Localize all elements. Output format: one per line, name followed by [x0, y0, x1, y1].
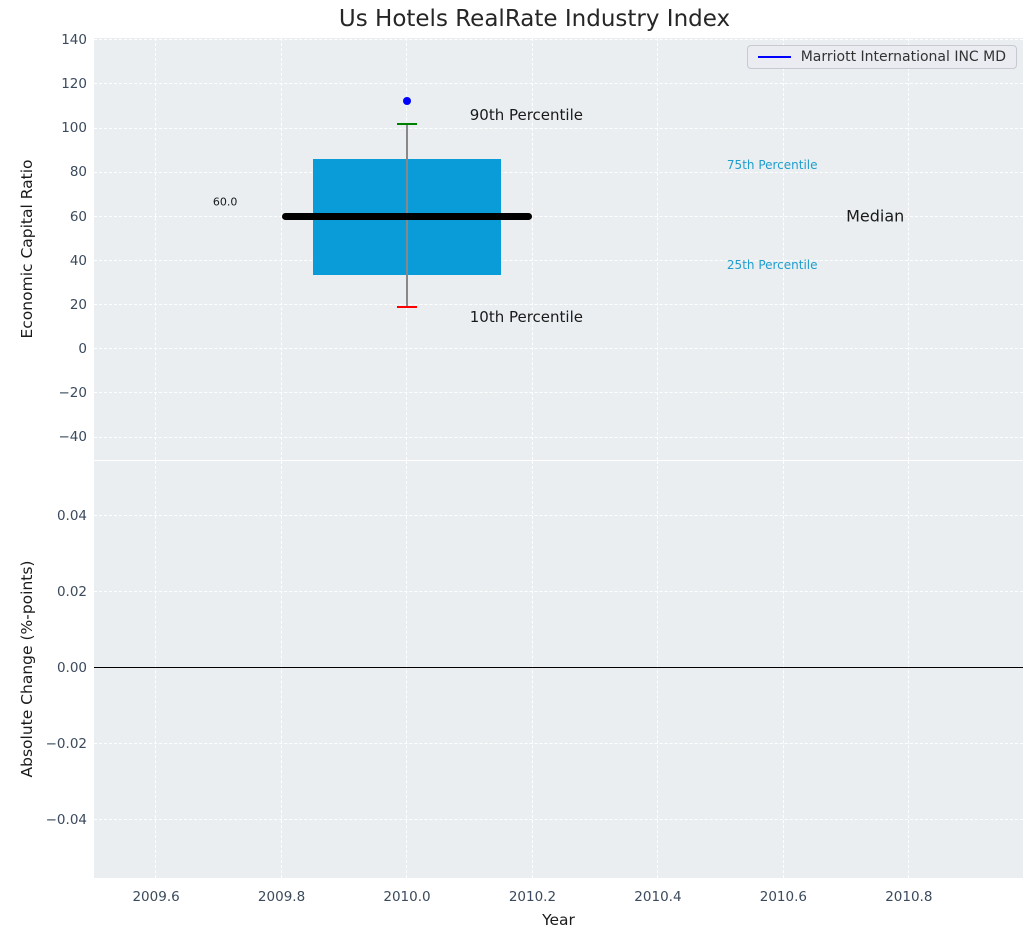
whisker-cap-90th	[396, 122, 418, 126]
y-gridline	[94, 348, 1023, 350]
x-tick-label: 2009.6	[132, 889, 180, 905]
x-gridline	[782, 461, 784, 878]
annotation-10th-percentile: 10th Percentile	[469, 307, 583, 326]
absolute-change-axes	[94, 461, 1023, 878]
annotation-75th-percentile: 75th Percentile	[726, 158, 818, 173]
y-tick-label: 20	[69, 296, 87, 313]
y-tick-label: −0.04	[45, 811, 87, 828]
y-gridline	[94, 171, 1023, 173]
x-gridline	[531, 38, 533, 460]
x-tick-label: 2010.4	[634, 889, 682, 905]
y-gridline	[94, 39, 1023, 41]
x-tick-label: 2010.2	[508, 889, 557, 905]
y-tick-label: 40	[69, 252, 87, 269]
x-gridline	[657, 38, 659, 460]
x-gridline	[155, 38, 157, 460]
annotation-60-0: 60.0	[212, 195, 238, 209]
y-gridline	[94, 215, 1023, 217]
y-gridline	[94, 259, 1023, 261]
whisker-cap-10th	[396, 305, 418, 309]
y-tick-label: 0	[78, 340, 87, 357]
x-tick-label: 2010.8	[885, 889, 933, 905]
y-gridline	[94, 127, 1023, 129]
y-gridline	[94, 819, 1023, 821]
x-gridline	[908, 461, 910, 878]
x-gridline	[531, 461, 533, 878]
x-gridline	[782, 38, 784, 460]
y-tick-label: 140	[61, 31, 87, 48]
median-line	[281, 213, 533, 221]
x-tick-label: 2010.6	[759, 889, 807, 905]
y-tick-label: −20	[58, 385, 88, 402]
y-tick-label: 80	[69, 164, 87, 181]
chart-title: Us Hotels RealRate Industry Index	[338, 6, 731, 32]
y-gridline	[94, 436, 1023, 438]
y-gridline	[94, 392, 1023, 394]
economic-capital-axes: Marriott International INC MD 90th Perce…	[94, 38, 1023, 460]
y-tick-label: −0.02	[45, 735, 87, 752]
x-gridline	[908, 38, 910, 460]
x-gridline	[657, 461, 659, 878]
y-tick-label: 100	[61, 120, 87, 137]
zero-line	[94, 667, 1023, 669]
y-tick-label: 0.02	[56, 584, 87, 601]
x-gridline	[406, 461, 408, 878]
annotation-90th-percentile: 90th Percentile	[469, 106, 583, 125]
x-gridline	[155, 461, 157, 878]
y-tick-label: 60	[69, 208, 87, 225]
y-gridline	[94, 83, 1023, 85]
y-gridline	[94, 591, 1023, 593]
x-tick-label: 2009.8	[257, 889, 306, 905]
y-gridline	[94, 304, 1023, 306]
y-gridline	[94, 515, 1023, 517]
legend-line-sample	[757, 56, 791, 58]
marriott-marker	[403, 97, 411, 106]
annotation-25th-percentile: 25th Percentile	[726, 258, 818, 273]
annotation-median: Median	[846, 206, 905, 226]
legend: Marriott International INC MD	[746, 45, 1017, 69]
y-gridline	[94, 743, 1023, 745]
x-gridline	[280, 38, 282, 460]
y-tick-label: 120	[61, 76, 87, 93]
x-axis-label-year: Year	[542, 911, 575, 929]
x-gridline	[280, 461, 282, 878]
y-tick-label: 0.00	[56, 659, 87, 676]
x-tick-label: 2010.0	[383, 889, 431, 905]
y-tick-label: −40	[58, 429, 88, 446]
y-tick-label: 0.04	[56, 508, 87, 525]
legend-label: Marriott International INC MD	[800, 49, 1006, 65]
